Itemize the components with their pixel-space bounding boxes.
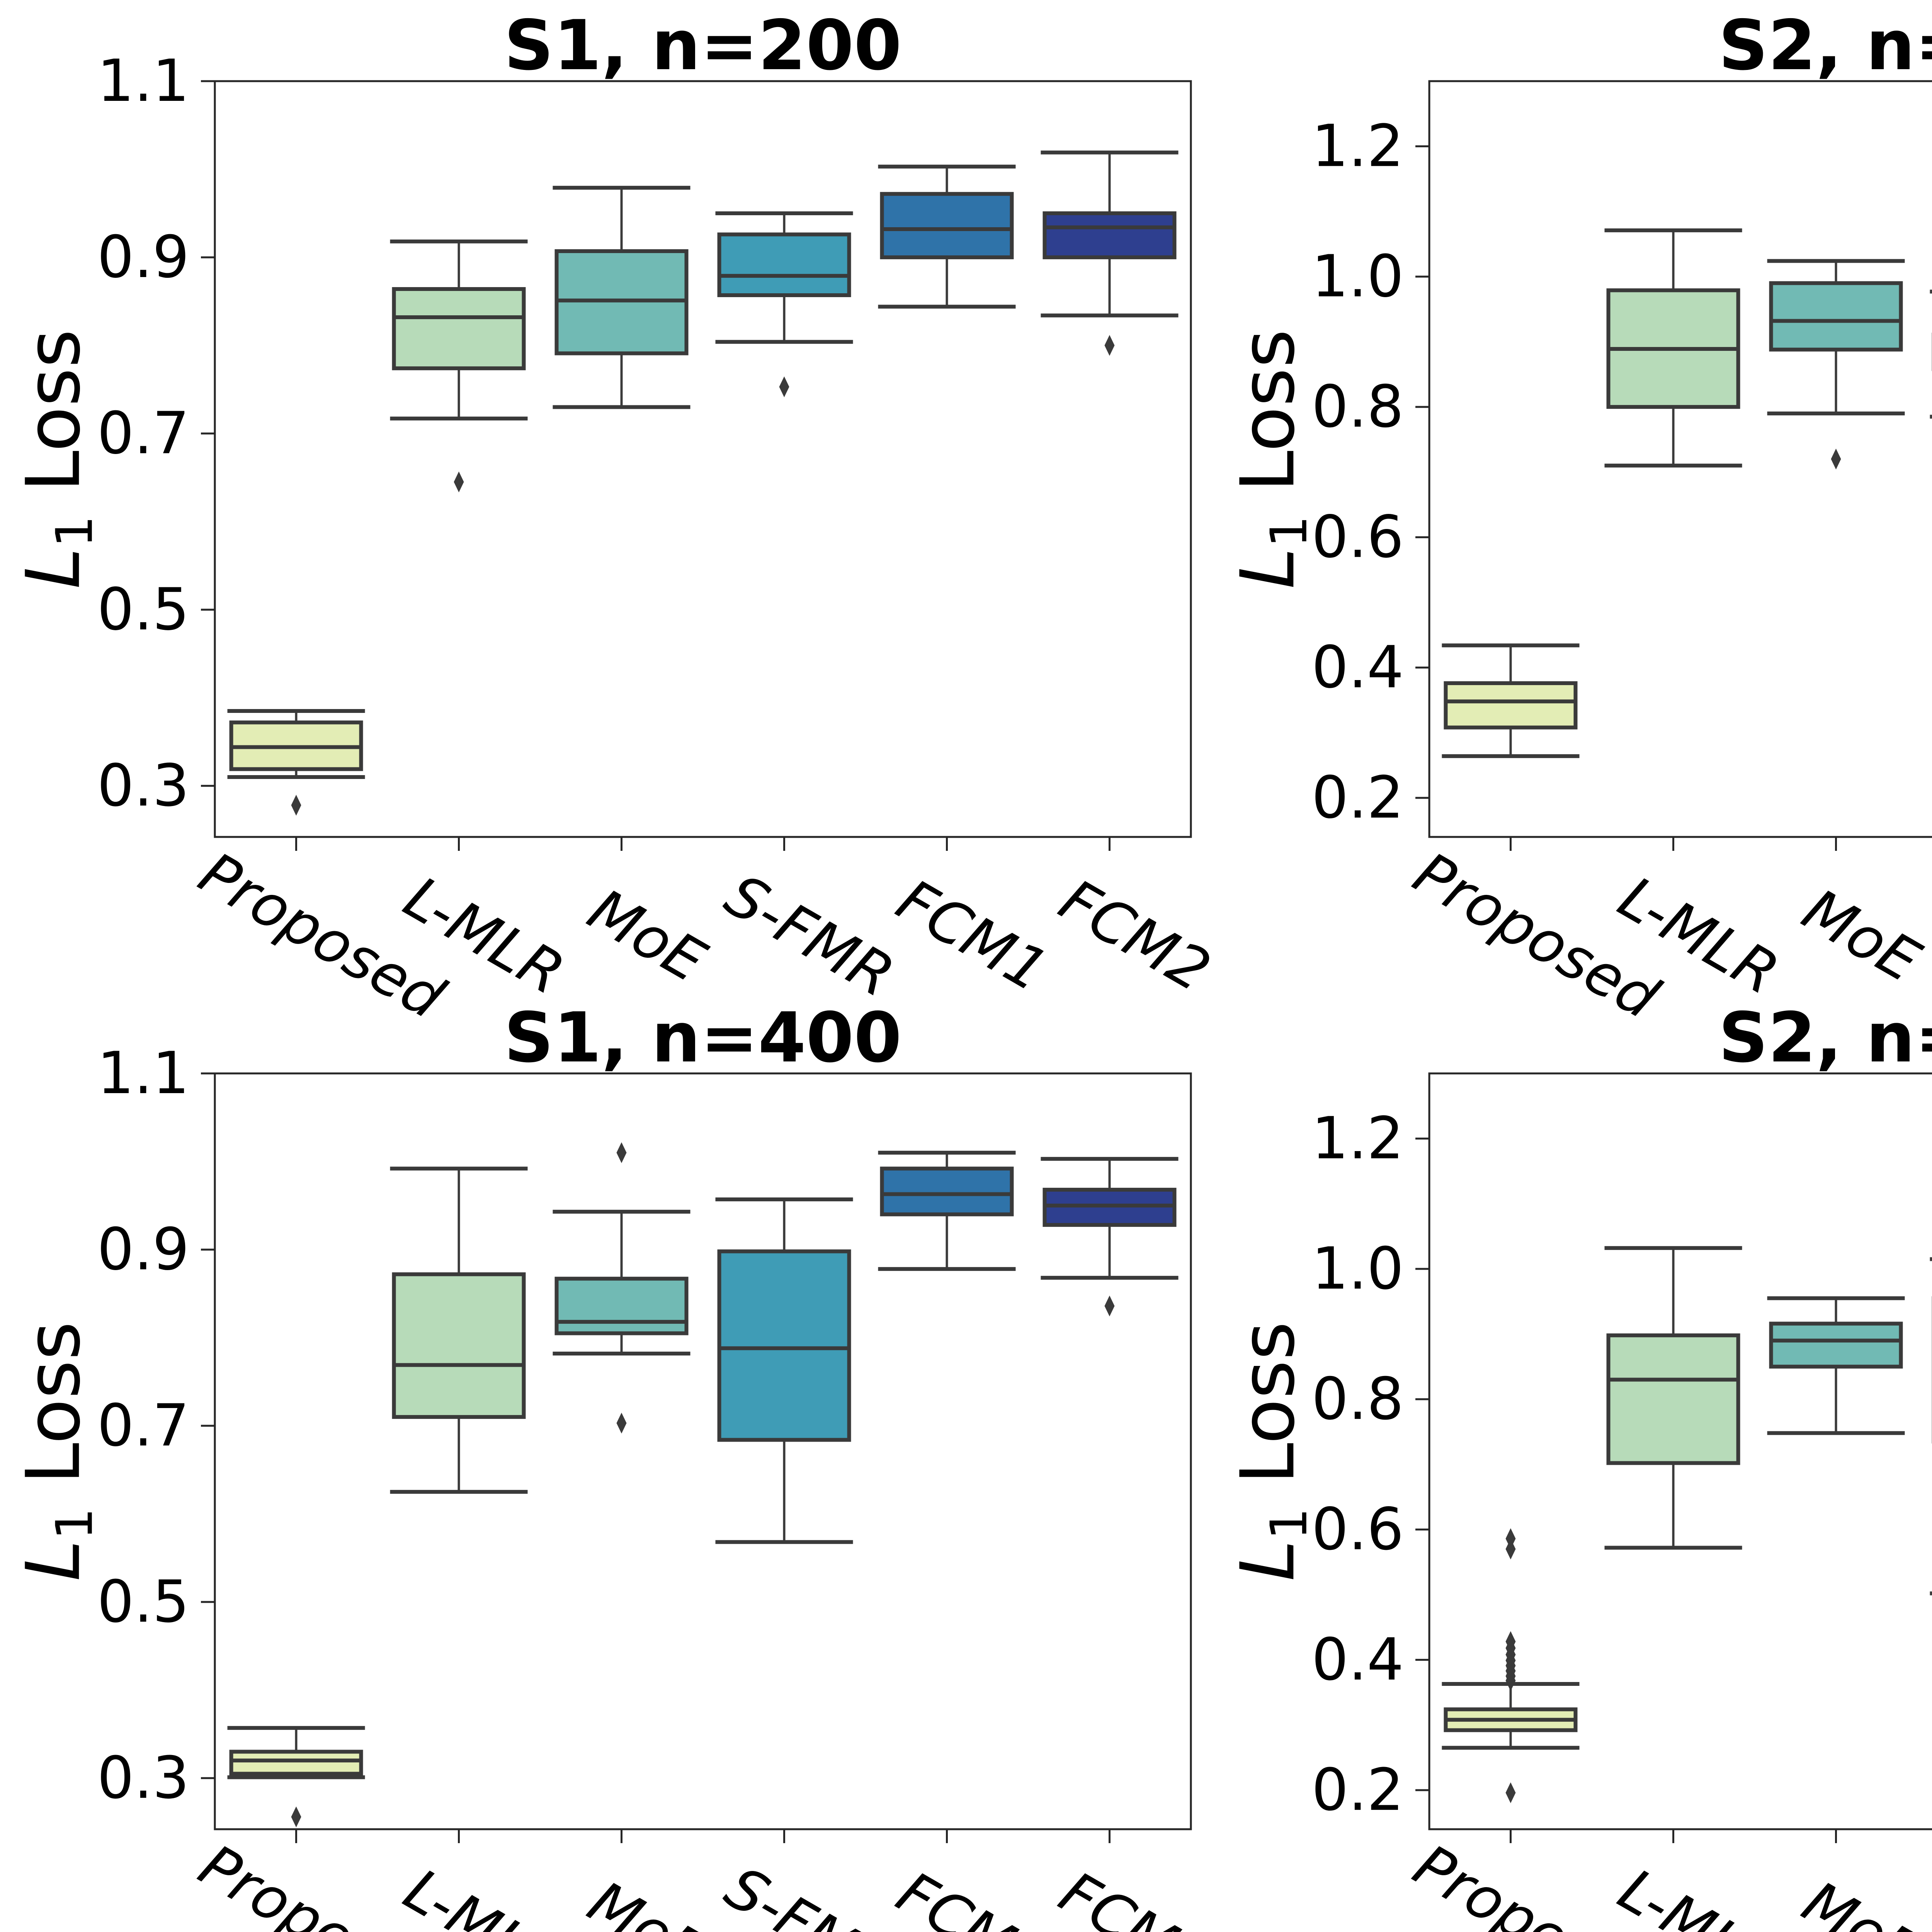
outlier-diamond-icon [291, 1806, 301, 1828]
y-tick-label: 0.6 [1311, 1496, 1404, 1563]
x-category-label: FCM2 [1048, 867, 1221, 1005]
outlier-diamond-icon [1831, 449, 1841, 469]
x-category-label: MoE [1792, 876, 1931, 995]
y-tick-label: 0.4 [1311, 1626, 1404, 1694]
subplot-s1-n200: S1, n=200 L1 Loss 0.3 0.5 0.7 0.9 1.1 Propose… [0, 0, 1221, 1032]
x-category-label: L-MLR [1608, 1856, 1790, 1932]
y-tick-label: 1.0 [1311, 243, 1404, 310]
x-category-label: S-FMR [714, 861, 905, 1010]
x-category-label: FCM1 [886, 867, 1058, 1005]
iqr-box [392, 287, 526, 371]
y-tick-label: 0.6 [1311, 503, 1404, 571]
y-tick-label: 0.3 [97, 1745, 189, 1812]
boxplot-canvas: 0.20.40.60.81.01.2ProposedL-MLRMoES-FMRF… [1311, 80, 1932, 1032]
box-l-mlr [390, 1167, 528, 1494]
iqr-box [392, 1272, 526, 1419]
outlier-diamond-icon [1505, 1538, 1516, 1560]
y-tick-label: 0.3 [97, 752, 189, 820]
outlier-diamond-icon [454, 471, 464, 493]
y-tick-label: 0.2 [1311, 1757, 1404, 1824]
y-tick-label: 1.0 [1311, 1235, 1404, 1303]
chart-title: S2, n=200 [1718, 5, 1932, 85]
subplot-s2-n200: S2, n=200 L1 Loss 0.20.40.60.81.01.2Prop… [1214, 0, 1932, 1032]
boxplot-canvas: 0.20.40.60.81.01.2ProposedL-MLRMoES-FMRF… [1311, 1072, 1932, 1932]
x-category-label: L-MLR [393, 1856, 575, 1932]
iqr-box [717, 232, 851, 297]
x-category-label: MoE [577, 876, 717, 995]
box-fcm1 [878, 1151, 1016, 1271]
y-tick-label: 0.5 [97, 576, 189, 643]
chart-title: S1, n=200 [504, 5, 902, 85]
iqr-box [1769, 281, 1903, 352]
axes-frame [214, 1072, 1192, 1830]
y-tick-label: 0.4 [1311, 634, 1404, 701]
iqr-box [1043, 211, 1177, 259]
y-tick-label: 0.5 [97, 1568, 189, 1636]
outlier-diamond-icon [1505, 1670, 1516, 1691]
outlier-diamond-icon [1104, 335, 1115, 356]
box-s-fmr [1930, 1257, 1932, 1595]
box-l-mlr [390, 239, 528, 493]
axes-frame [1428, 80, 1932, 838]
x-category-label: MoE [1792, 1868, 1931, 1932]
box-moe [553, 185, 690, 409]
axes-frame [214, 80, 1192, 838]
box-moe [553, 1142, 690, 1434]
box-s-fmr [715, 211, 853, 398]
y-tick-label: 0.8 [1311, 373, 1404, 440]
box-moe [1767, 259, 1905, 469]
iqr-box [1769, 1321, 1903, 1369]
y-tick-label: 0.9 [97, 1216, 189, 1283]
box-fcm1 [878, 165, 1016, 309]
box-s-fmr [715, 1197, 853, 1544]
x-category-label: FCM2 [1048, 1859, 1221, 1932]
y-tick-label: 0.8 [1311, 1366, 1404, 1433]
subplot-s2-n400: S2, n=400 L1 Loss 0.20.40.60.81.01.2Prop… [1214, 992, 1932, 1932]
iqr-box [1606, 1333, 1740, 1465]
chart-title: S1, n=400 [504, 998, 902, 1078]
y-tick-label: 1.1 [97, 1040, 189, 1107]
iqr-box [880, 192, 1014, 259]
box-proposed [227, 709, 365, 816]
y-tick-label: 0.7 [97, 1392, 189, 1459]
box-l-mlr [1604, 228, 1742, 468]
outlier-diamond-icon [616, 1413, 627, 1434]
outlier-diamond-icon [779, 376, 789, 398]
box-l-mlr [1604, 1246, 1742, 1550]
box-moe [1767, 1296, 1905, 1435]
axes-frame [1428, 1072, 1932, 1830]
box-fcm2 [1041, 150, 1179, 356]
outlier-diamond-icon [1104, 1295, 1115, 1316]
box-fcm2 [1041, 1157, 1179, 1316]
x-category-label: MoE [577, 1868, 717, 1932]
box-proposed [227, 1726, 365, 1828]
outlier-diamond-icon [1505, 1782, 1516, 1803]
box-proposed [1442, 643, 1580, 758]
y-tick-label: 1.2 [1311, 113, 1404, 180]
subplot-s1-n400: S1, n=400 L1 Loss 0.3 0.5 0.7 0.9 1.1 Propose… [0, 992, 1221, 1932]
y-tick-label: 0.9 [97, 224, 189, 291]
box-s-fmr [1930, 289, 1932, 419]
y-tick-label: 0.7 [97, 400, 189, 467]
y-tick-label: 0.2 [1311, 764, 1404, 832]
chart-title: S2, n=400 [1718, 998, 1932, 1078]
x-category-label: FCM1 [886, 1859, 1058, 1932]
iqr-box [880, 1167, 1014, 1216]
iqr-box [554, 1277, 689, 1335]
x-category-label: S-FMR [714, 1854, 905, 1932]
y-tick-label: 1.1 [97, 48, 189, 115]
iqr-box [717, 1249, 851, 1442]
x-category-label: S-FMR [1929, 1854, 1932, 1932]
iqr-box [229, 1750, 363, 1776]
outlier-diamond-icon [291, 794, 301, 816]
outlier-diamond-icon [616, 1142, 627, 1163]
box-proposed [1442, 1528, 1580, 1803]
iqr-box [1444, 681, 1578, 730]
y-tick-label: 1.2 [1311, 1105, 1404, 1172]
